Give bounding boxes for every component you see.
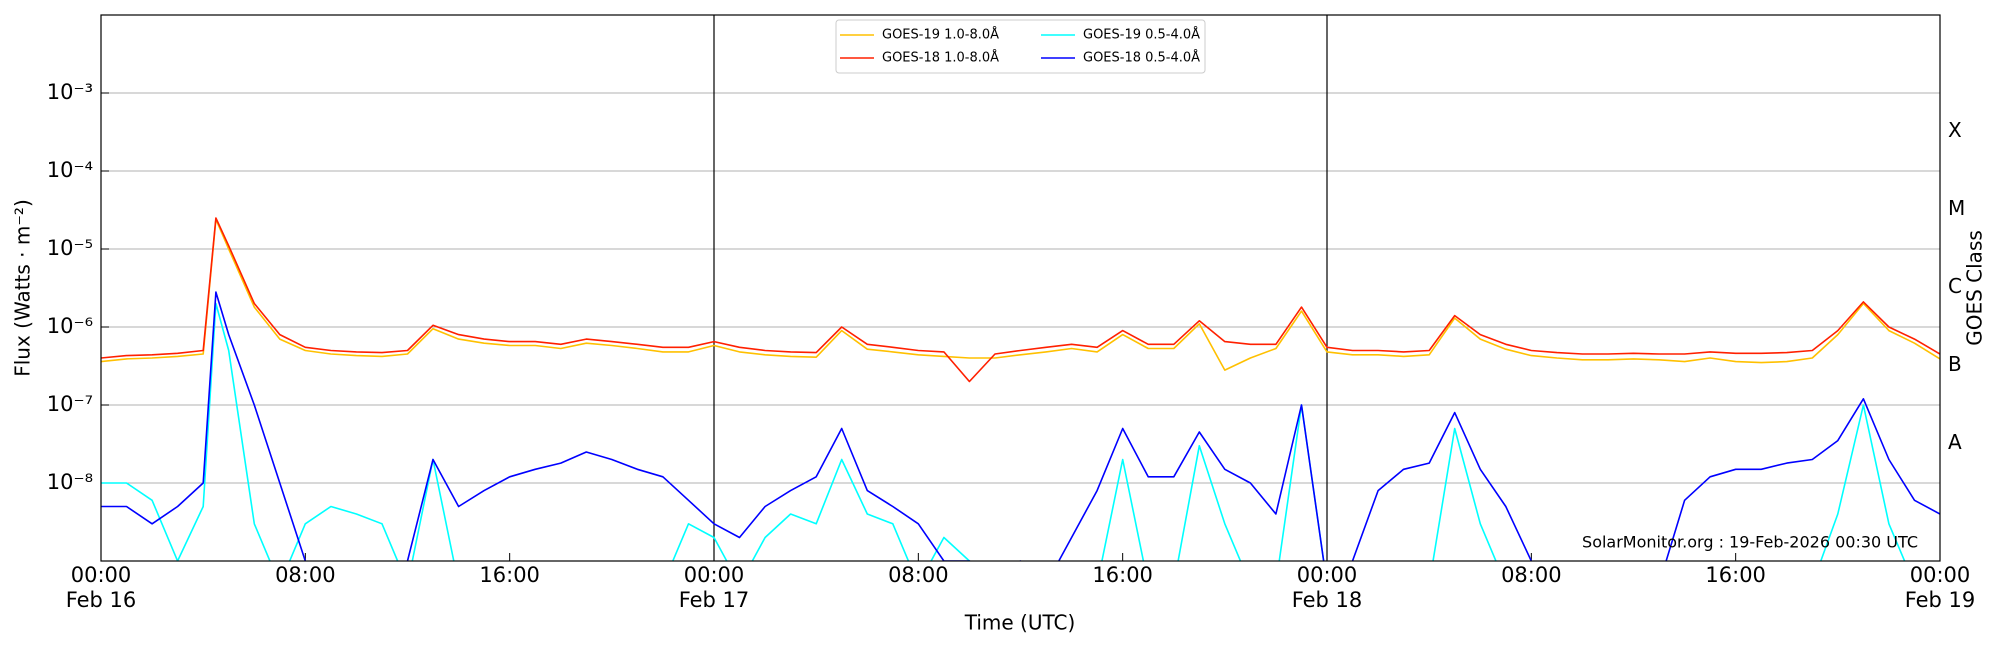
legend-box bbox=[835, 19, 1206, 74]
y-tick-label: 10⁻⁷ bbox=[47, 392, 93, 416]
y2-tick-label: X bbox=[1948, 118, 1962, 142]
x-tick-label: 16:00 bbox=[479, 563, 540, 587]
x-tick-label: Feb 18 bbox=[1292, 588, 1363, 612]
y2-tick-label: M bbox=[1948, 196, 1965, 220]
y-tick-label: 10⁻⁴ bbox=[47, 158, 93, 182]
y-tick-label: 10⁻⁵ bbox=[47, 236, 93, 260]
y2-tick-label: B bbox=[1948, 352, 1962, 376]
x-tick-label: 08:00 bbox=[1501, 563, 1562, 587]
y-tick-label: 10⁻⁸ bbox=[47, 470, 93, 494]
series-line bbox=[101, 218, 1940, 371]
x-tick-label: 00:00 bbox=[1297, 563, 1358, 587]
x-tick-label: Feb 17 bbox=[679, 588, 750, 612]
x-tick-label: 00:00 bbox=[71, 563, 132, 587]
x-tick-label: 16:00 bbox=[1092, 563, 1153, 587]
y2-tick-label: C bbox=[1948, 274, 1962, 298]
x-tick-label: 16:00 bbox=[1705, 563, 1766, 587]
x-tick-label: 00:00 bbox=[684, 563, 745, 587]
x-tick-label: 08:00 bbox=[275, 563, 336, 587]
legend-label: GOES-19 1.0-8.0Å bbox=[882, 27, 999, 43]
series-line bbox=[101, 302, 1906, 561]
x-tick-label: 00:00 bbox=[1910, 563, 1971, 587]
x-tick-label: Feb 16 bbox=[66, 588, 137, 612]
x-tick-label: 08:00 bbox=[888, 563, 949, 587]
legend-label: GOES-18 0.5-4.0Å bbox=[1083, 50, 1200, 66]
annotation: SolarMonitor.org : 19-Feb-2026 00:30 UTC bbox=[1582, 533, 1918, 552]
y2-tick-label: A bbox=[1948, 430, 1962, 454]
legend-label: GOES-19 0.5-4.0Å bbox=[1083, 27, 1200, 43]
legend-label: GOES-18 1.0-8.0Å bbox=[882, 50, 999, 66]
y2-axis-label: GOES Class bbox=[1963, 230, 1987, 346]
x-axis-label: Time (UTC) bbox=[964, 611, 1076, 635]
plot-frame bbox=[100, 14, 1941, 562]
y-tick-label: 10⁻⁶ bbox=[47, 314, 93, 338]
y-tick-label: 10⁻³ bbox=[47, 80, 93, 104]
plot-area bbox=[101, 217, 1940, 561]
y-axis-label: Flux (Watts · m⁻²) bbox=[11, 199, 35, 377]
series-line bbox=[101, 217, 1940, 383]
x-tick-label: Feb 19 bbox=[1905, 588, 1976, 612]
